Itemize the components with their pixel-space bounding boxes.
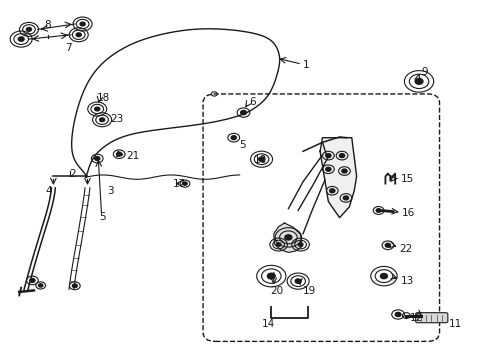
- Text: 9: 9: [420, 67, 427, 77]
- Circle shape: [100, 118, 104, 122]
- Text: 6: 6: [249, 97, 256, 107]
- Circle shape: [94, 157, 100, 161]
- Circle shape: [394, 312, 400, 316]
- Circle shape: [258, 157, 264, 161]
- Polygon shape: [273, 223, 302, 252]
- Circle shape: [80, 22, 85, 26]
- FancyBboxPatch shape: [415, 313, 447, 323]
- Text: 8: 8: [44, 20, 51, 30]
- Circle shape: [341, 169, 346, 173]
- Text: 4: 4: [45, 186, 52, 196]
- Circle shape: [414, 78, 422, 84]
- Text: 21: 21: [126, 150, 140, 161]
- Circle shape: [325, 167, 330, 171]
- Text: 14: 14: [261, 319, 274, 329]
- Circle shape: [116, 152, 122, 156]
- Text: 15: 15: [400, 174, 413, 184]
- Circle shape: [30, 279, 35, 282]
- Circle shape: [72, 284, 77, 288]
- Circle shape: [295, 279, 301, 283]
- Text: 17: 17: [172, 179, 185, 189]
- Text: 18: 18: [97, 93, 110, 103]
- Circle shape: [240, 111, 246, 115]
- Text: 2: 2: [69, 168, 76, 179]
- Text: 19: 19: [303, 286, 316, 296]
- Text: 7: 7: [65, 44, 72, 53]
- Circle shape: [325, 154, 330, 158]
- Circle shape: [385, 243, 390, 247]
- Circle shape: [231, 136, 236, 140]
- Text: 1: 1: [303, 60, 309, 70]
- Circle shape: [39, 284, 43, 287]
- Circle shape: [18, 37, 24, 41]
- Text: 5: 5: [99, 212, 105, 221]
- Text: 22: 22: [399, 244, 412, 254]
- Circle shape: [26, 27, 31, 31]
- Text: 5: 5: [239, 140, 246, 150]
- Circle shape: [95, 107, 100, 111]
- Text: 20: 20: [270, 286, 283, 296]
- Text: 23: 23: [110, 114, 123, 124]
- Circle shape: [285, 235, 291, 240]
- Circle shape: [276, 243, 281, 246]
- Circle shape: [76, 33, 81, 37]
- Text: 12: 12: [409, 313, 423, 323]
- Circle shape: [375, 209, 380, 212]
- Text: 3: 3: [107, 186, 113, 196]
- Circle shape: [339, 154, 344, 158]
- Circle shape: [183, 182, 187, 185]
- Polygon shape: [320, 138, 356, 218]
- Text: 10: 10: [254, 155, 267, 165]
- Circle shape: [343, 196, 348, 200]
- Circle shape: [298, 243, 302, 246]
- Circle shape: [329, 189, 334, 193]
- Text: 16: 16: [401, 208, 414, 218]
- Text: 13: 13: [400, 276, 413, 286]
- Circle shape: [267, 273, 275, 279]
- Circle shape: [380, 274, 386, 279]
- Text: 11: 11: [448, 319, 462, 329]
